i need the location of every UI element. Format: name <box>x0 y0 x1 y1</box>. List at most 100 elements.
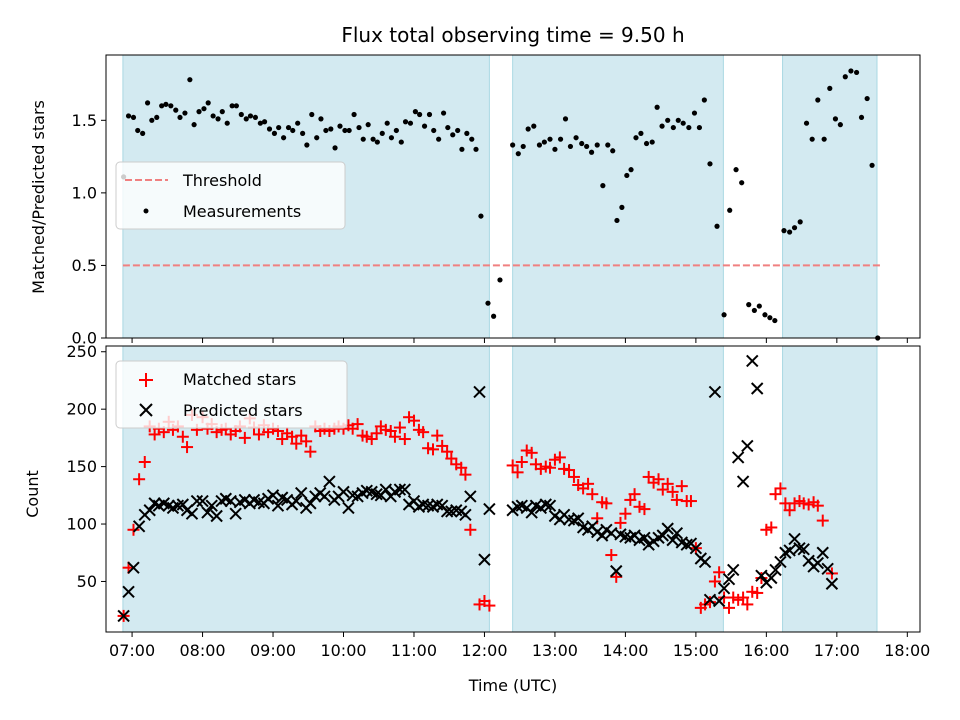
matched-star-point <box>431 429 444 442</box>
predicted-star-point <box>117 609 130 623</box>
measurement-point <box>290 127 296 134</box>
matched-star-point <box>582 477 595 490</box>
predicted-star-point <box>543 499 557 512</box>
measurement-point <box>869 162 875 168</box>
measurement-point <box>285 124 292 131</box>
predicted-star-point <box>127 561 140 574</box>
measurement-point <box>421 123 428 129</box>
matched-star-point <box>138 456 151 469</box>
measurement-point <box>594 142 600 148</box>
measurement-point <box>271 130 278 136</box>
measurement-point <box>643 140 650 147</box>
matched-star-point <box>563 464 576 477</box>
measurement-point <box>510 142 516 148</box>
measurement-point <box>809 136 815 142</box>
matched-star-point <box>765 521 778 534</box>
predicted-star-point <box>205 499 218 512</box>
measurement-point <box>261 119 268 125</box>
measurement-point <box>252 114 259 121</box>
predicted-star-point <box>229 507 242 520</box>
measurement-point <box>624 172 630 179</box>
measurement-point <box>149 117 155 123</box>
predicted-star-point <box>143 504 156 517</box>
measurement-point <box>125 113 132 119</box>
measurement-point <box>168 103 174 109</box>
threshold-legend-label: Threshold <box>182 171 262 190</box>
observing-intervals <box>122 54 878 339</box>
matched-star-point <box>176 430 189 443</box>
measurement-point <box>491 313 497 319</box>
measurement-point <box>196 109 202 115</box>
measurement-point <box>398 139 404 145</box>
measurement-point <box>567 143 574 150</box>
measurement-point <box>803 120 810 126</box>
measurement-point <box>600 183 606 189</box>
measurement-point <box>714 223 720 229</box>
top-y-ticks: 0.0 0.5 1.0 1.5 <box>72 111 106 348</box>
predicted-star-point <box>337 485 350 499</box>
predicted-star-point <box>266 489 280 502</box>
matched-star-point <box>407 414 420 427</box>
matched-star-point <box>586 488 599 501</box>
measurement-point <box>832 116 839 122</box>
predicted-star-point <box>473 385 486 399</box>
top-y-axis-label: Matched/Predicted stars <box>29 100 48 294</box>
measurement-point <box>173 107 179 113</box>
measurement-point <box>686 124 692 131</box>
measurement-point <box>238 111 244 118</box>
measurement-point <box>821 136 827 142</box>
matched-star-point <box>393 421 406 434</box>
matched-star-point <box>666 485 679 498</box>
measurement-point <box>670 124 676 131</box>
measurement-point <box>402 119 409 125</box>
measurement-point <box>215 116 221 122</box>
y-tick-label: 50 <box>77 572 97 591</box>
x-tick-label: 10:00 <box>320 641 366 660</box>
predicted-star-point <box>323 475 336 488</box>
measurement-point <box>727 207 733 213</box>
bottom-x-ticks: 07:00 08:00 09:00 10:00 11:00 12:00 13:00 14:00… <box>109 632 930 660</box>
predicted-star-point <box>398 483 412 496</box>
matched-star-point <box>553 451 566 464</box>
measurement-point <box>247 113 254 119</box>
predicted-star-point <box>190 494 204 508</box>
matched-star-point <box>628 488 641 501</box>
x-tick-label: 18:00 <box>884 641 930 660</box>
predicted-star-point <box>525 506 538 519</box>
measurement-point <box>233 103 239 109</box>
matched-legend-swatch <box>139 373 153 387</box>
predicted-star-point <box>638 531 651 545</box>
predicted-star-point <box>122 585 135 599</box>
predicted-star-point <box>717 582 731 595</box>
predicted-star-point <box>821 562 834 576</box>
matched-star-point <box>133 473 146 486</box>
measurement-point <box>365 122 371 128</box>
measurements-legend-swatch <box>143 208 149 214</box>
measurement-point <box>300 130 306 136</box>
measurement-point <box>323 127 329 134</box>
predicted-star-point <box>370 487 383 501</box>
top-legend-box <box>115 161 346 230</box>
x-tick-label: 14:00 <box>602 641 648 660</box>
matched-star-point <box>816 514 829 527</box>
measurement-point <box>552 146 558 152</box>
measurement-point <box>853 69 860 76</box>
matched-star-point <box>600 497 613 510</box>
predicted-star-point <box>680 538 693 551</box>
matched-star-point <box>351 418 364 431</box>
matched-star-point <box>286 430 299 443</box>
x-tick-label: 09:00 <box>250 641 296 660</box>
measurement-point <box>144 100 151 106</box>
measurement-point <box>412 109 418 115</box>
matched-star-point <box>300 435 313 448</box>
matched-star-point <box>290 437 303 450</box>
measurement-point <box>374 139 380 145</box>
predicted-star-point <box>210 509 223 523</box>
measurement-point <box>191 122 197 128</box>
measurement-point <box>210 113 216 119</box>
predicted-star-point <box>731 451 745 464</box>
matched-star-point <box>304 445 317 458</box>
y-tick-label: 150 <box>66 457 97 476</box>
measurement-point <box>787 229 793 235</box>
measurement-point <box>541 139 547 145</box>
